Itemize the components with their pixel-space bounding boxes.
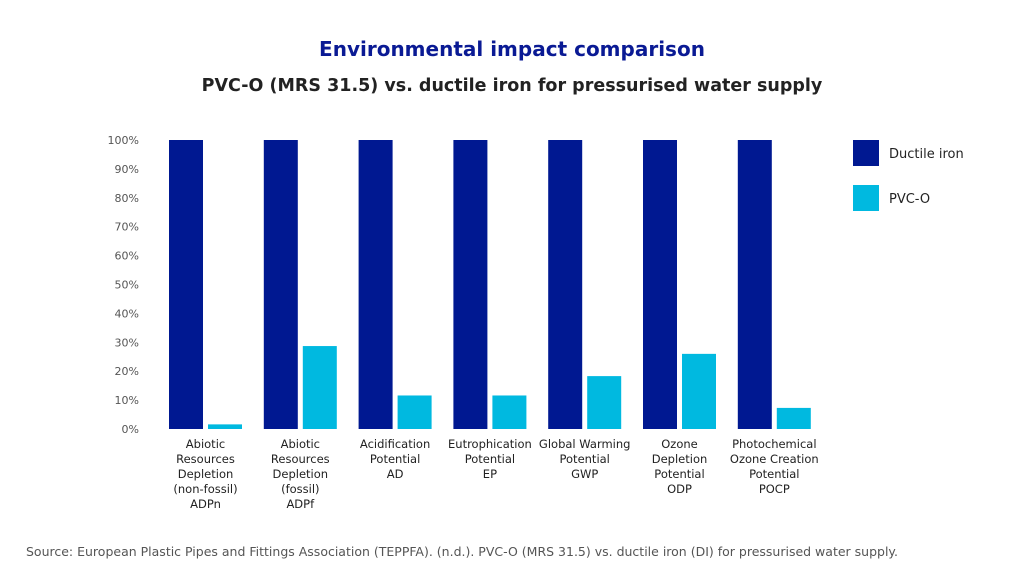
y-tick-label: 0% (122, 423, 139, 436)
x-category-label: Potential (465, 452, 515, 466)
x-category-label: Potential (370, 452, 420, 466)
x-category-label: ODP (667, 482, 692, 496)
legend-label: PVC-O (889, 192, 930, 207)
x-category-label: ADPf (286, 497, 315, 511)
x-category-label: (non-fossil) (173, 482, 237, 496)
y-tick-label: 100% (108, 134, 139, 147)
x-category-label: ADPn (190, 497, 221, 511)
y-tick-label: 10% (115, 394, 139, 407)
bar-pvc-o (776, 407, 811, 429)
legend-swatch (853, 185, 879, 211)
bar-pvc-o (208, 424, 242, 429)
x-category-label: Eutrophication (448, 437, 532, 451)
y-tick-label: 50% (115, 279, 139, 292)
x-category-label: Photochemical (732, 437, 816, 451)
bar-ductile-iron (737, 140, 772, 429)
legend-label: Ductile iron (889, 147, 964, 162)
x-category-label: AD (387, 467, 404, 481)
x-category-label: Potential (654, 467, 704, 481)
bar-ductile-iron (263, 140, 298, 429)
x-category-label: Potential (560, 452, 610, 466)
x-category-label: Abiotic (281, 437, 320, 451)
x-category-label: Resources (271, 452, 330, 466)
bar-pvc-o (587, 376, 622, 429)
y-tick-label: 70% (115, 221, 139, 234)
x-category-label: Ozone Creation (730, 452, 819, 466)
bar-pvc-o (397, 395, 432, 429)
bar-ductile-iron (358, 140, 393, 429)
y-tick-label: 60% (115, 250, 139, 263)
x-category-label: Global Warming (539, 437, 631, 451)
bar-ductile-iron (548, 140, 583, 429)
y-tick-label: 90% (115, 163, 139, 176)
x-category-label: Acidification (360, 437, 430, 451)
bar-ductile-iron (169, 140, 203, 429)
x-category-label: Ozone (661, 437, 698, 451)
x-category-label: Depletion (652, 452, 708, 466)
x-category-label: EP (483, 467, 497, 481)
x-category-label: (fossil) (281, 482, 319, 496)
y-tick-label: 80% (115, 192, 139, 205)
bar-pvc-o (682, 353, 716, 429)
x-category-label: Depletion (273, 467, 329, 481)
x-category-label: POCP (759, 482, 790, 496)
x-category-label: Resources (176, 452, 235, 466)
bar-pvc-o (302, 346, 337, 429)
y-tick-label: 20% (115, 365, 139, 378)
bar-ductile-iron (643, 140, 677, 429)
x-category-label: GWP (571, 467, 598, 481)
chart-title: Environmental impact comparison (319, 37, 705, 61)
source-note: Source: European Plastic Pipes and Fitti… (26, 544, 899, 559)
x-category-label: Potential (749, 467, 799, 481)
bar-pvc-o (492, 395, 527, 429)
y-tick-label: 30% (115, 336, 139, 349)
legend-swatch (853, 140, 879, 166)
y-tick-label: 40% (115, 307, 139, 320)
bar-ductile-iron (453, 140, 488, 429)
x-category-label: Depletion (178, 467, 234, 481)
x-category-label: Abiotic (186, 437, 225, 451)
chart-subtitle: PVC-O (MRS 31.5) vs. ductile iron for pr… (201, 76, 823, 96)
